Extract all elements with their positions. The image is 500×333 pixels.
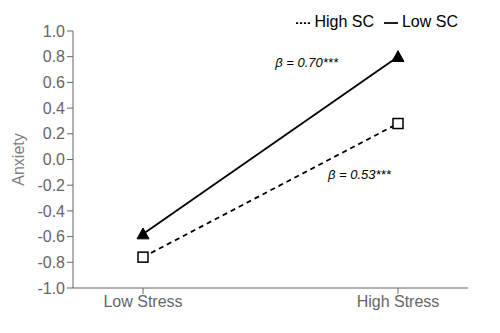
svg-text:Anxiety: Anxiety <box>10 133 27 185</box>
html-text:High SC: High SC <box>314 13 374 30</box>
svg-text:-0.2: -0.2 <box>37 177 65 194</box>
svg-text:High Stress: High Stress <box>357 293 440 310</box>
svg-text:Low Stress: Low Stress <box>103 293 182 310</box>
svg-text:β = 0.53***: β = 0.53*** <box>327 167 392 182</box>
svg-text:-1.0: -1.0 <box>37 280 65 297</box>
html-text:Low SC: Low SC <box>402 13 458 30</box>
svg-text:0.6: 0.6 <box>43 74 65 91</box>
svg-text:0.0: 0.0 <box>43 151 65 168</box>
svg-text:0.4: 0.4 <box>43 100 65 117</box>
svg-text:β = 0.70***: β = 0.70*** <box>274 55 339 70</box>
svg-text:-0.4: -0.4 <box>37 203 65 220</box>
svg-text:0.8: 0.8 <box>43 48 65 65</box>
svg-text:1.0: 1.0 <box>43 23 65 40</box>
svg-text:0.2: 0.2 <box>43 125 65 142</box>
svg-text:-0.8: -0.8 <box>37 254 65 271</box>
svg-text:-0.6: -0.6 <box>37 228 65 245</box>
